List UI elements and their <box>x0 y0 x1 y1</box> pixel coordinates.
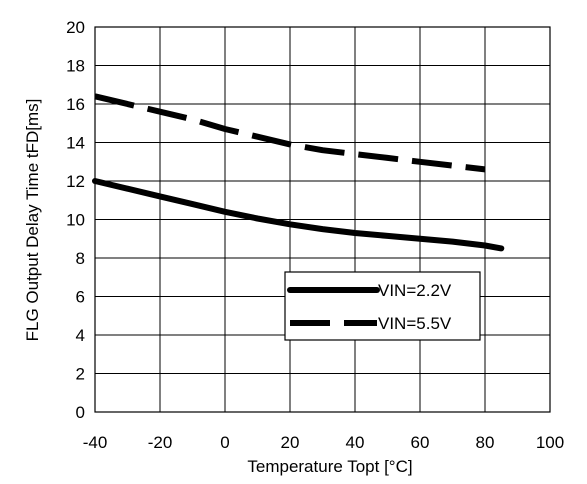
legend-box <box>284 271 481 341</box>
y-tick-label: 0 <box>76 403 85 422</box>
series-line-2 <box>94 93 486 173</box>
series-layer <box>92 93 505 252</box>
legend: VIN=2.2V VIN=5.5V <box>284 271 481 341</box>
y-tick-label: 14 <box>66 134 85 153</box>
grid <box>94 26 551 413</box>
x-tick-label: 20 <box>281 433 300 452</box>
y-tick-label: 8 <box>76 249 85 268</box>
y-tick-label: 20 <box>66 18 85 37</box>
y-tick-labels: 0 2 4 6 8 10 12 14 16 18 20 <box>66 18 85 422</box>
legend-label-2: VIN=5.5V <box>378 314 452 333</box>
y-tick-label: 6 <box>76 288 85 307</box>
x-tick-label: 60 <box>411 433 430 452</box>
x-tick-labels: -40 -20 0 20 40 60 80 100 <box>83 433 564 452</box>
x-tick-label: 100 <box>536 433 564 452</box>
y-tick-label: 18 <box>66 57 85 76</box>
x-tick-label: 40 <box>346 433 365 452</box>
y-axis-label: FLG Output Delay Time tFD[ms] <box>23 99 42 342</box>
series-line-1 <box>92 178 505 252</box>
y-tick-label: 16 <box>66 95 85 114</box>
y-tick-label: 12 <box>66 172 85 191</box>
legend-label-1: VIN=2.2V <box>378 281 452 300</box>
x-tick-label: 80 <box>476 433 495 452</box>
x-tick-label: 0 <box>220 433 229 452</box>
plot-border <box>94 26 551 413</box>
x-tick-label: -40 <box>83 433 108 452</box>
x-tick-label: -20 <box>148 433 173 452</box>
y-tick-label: 2 <box>76 365 85 384</box>
x-axis-label: Temperature Topt [°C] <box>247 457 412 476</box>
y-tick-label: 4 <box>76 326 85 345</box>
y-tick-label: 10 <box>66 211 85 230</box>
